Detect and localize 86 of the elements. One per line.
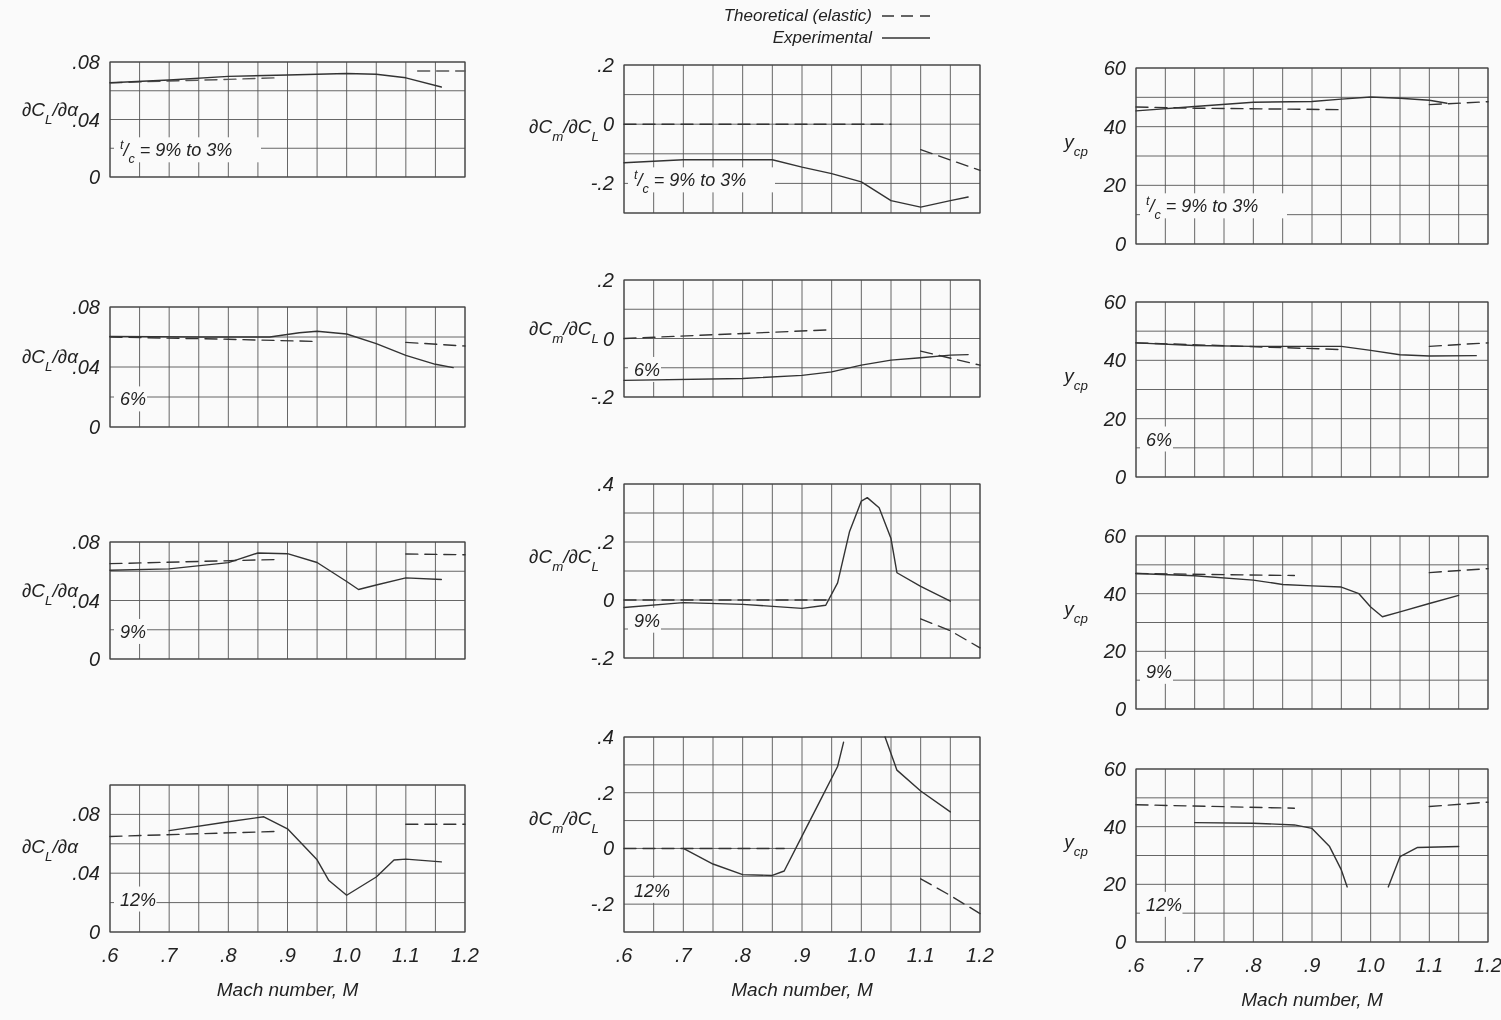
legend-label: Experimental [772,28,874,47]
x-tick-label: .9 [279,944,296,966]
annotation: 6% [120,389,147,410]
y-tick-label: .4 [597,473,614,495]
y-tick-label: 40 [1103,815,1126,838]
y-tick-label: 0 [602,589,614,611]
y-tick-label: -.2 [590,172,614,195]
y-tick-label: .08 [72,803,100,826]
y-tick-label: 0 [602,837,614,860]
x-tick-label: .6 [1127,954,1146,976]
annotation: 6% [1146,429,1173,450]
y-tick-label: .08 [72,531,100,553]
y-tick-label: 0 [88,166,100,188]
y-tick-label: 0 [1114,233,1126,255]
x-tick-label: 1.0 [332,944,361,966]
annotation: 6% [634,359,661,380]
y-tick-label: -.2 [590,647,614,669]
y-tick-label: 0 [1114,931,1126,953]
y-axis-title: y$_{cp}$ [1062,130,1088,159]
y-tick-label: 40 [1103,349,1126,372]
y-tick-label: 20 [1102,640,1126,663]
y-axis-title: y$_{cp}$ [1062,597,1088,626]
y-axis-title: ∂C$_{L}$/∂α [21,835,80,864]
x-tick-label: 1.0 [847,944,876,966]
y-tick-label: 20 [1102,174,1126,197]
y-tick-label: .2 [597,269,614,291]
y-axis-title: y$_{cp}$ [1062,830,1088,859]
y-tick-label: 0 [88,648,100,670]
y-tick-label: 40 [1103,115,1126,138]
annotation: 12% [1146,894,1183,915]
x-tick-label: 1.2 [1474,954,1501,976]
y-axis-title: ∂C$_{m}$/∂C$_{L}$ [529,116,599,144]
y-tick-label: .2 [597,531,614,553]
x-axis-title: Mach number, M [216,979,359,1000]
y-tick-label: .2 [597,781,614,804]
legend-label: Theoretical (elastic) [723,6,872,25]
y-tick-label: 0 [88,416,100,438]
y-tick-label: 60 [1103,525,1126,547]
x-axis-title: Mach number, M [731,979,873,1000]
x-tick-label: 1.0 [1356,954,1385,976]
y-tick-label: 60 [1103,57,1126,79]
annotation: $^{t}$/$_{c}$ = 9% to 3% [634,168,747,197]
x-tick-label: .9 [1303,954,1321,976]
annotation: 12% [634,880,671,901]
annotation: 12% [120,889,157,910]
x-tick-label: .6 [615,944,634,966]
x-tick-label: 1.2 [451,944,479,966]
y-tick-label: .08 [72,51,100,73]
annotation: 9% [634,610,661,631]
x-tick-label: .8 [1244,954,1262,976]
x-tick-label: 1.1 [906,944,935,966]
x-axis-title: Mach number, M [1241,989,1383,1010]
x-tick-label: .7 [674,944,693,966]
annotation: 9% [1146,661,1173,682]
annotation: $^{t}$/$_{c}$ = 9% to 3% [1146,194,1259,223]
x-tick-label: .8 [219,944,237,966]
x-tick-label: .8 [734,944,752,966]
y-tick-label: 60 [1103,758,1126,780]
x-tick-label: 1.1 [391,944,420,966]
y-tick-label: -.2 [590,893,614,916]
y-tick-label: 60 [1103,291,1126,313]
y-tick-label: 0 [1114,466,1126,488]
y-tick-label: .4 [597,726,614,748]
annotation: 9% [120,621,147,642]
y-tick-label: 0 [1114,698,1126,720]
y-tick-label: .04 [72,862,100,885]
y-tick-label: 40 [1103,582,1126,605]
x-tick-label: .7 [160,944,179,966]
y-axis-title: ∂C$_{m}$/∂C$_{L}$ [529,807,599,836]
y-tick-label: 20 [1102,407,1126,430]
y-axis-title: ∂C$_{m}$/∂C$_{L}$ [529,318,599,346]
y-axis-title: y$_{cp}$ [1062,364,1088,392]
y-tick-label: 20 [1102,873,1126,896]
y-tick-label: 0 [602,113,614,136]
x-tick-label: 1.2 [966,944,994,966]
y-axis-title: ∂C$_{m}$/∂C$_{L}$ [529,546,599,574]
y-tick-label: .2 [597,54,614,76]
y-tick-label: -.2 [590,386,614,408]
x-tick-label: 1.1 [1415,954,1444,976]
annotation: $^{t}$/$_{c}$ = 9% to 3% [120,138,233,167]
x-tick-label: .9 [793,944,811,966]
y-tick-label: 0 [88,921,100,943]
y-tick-label: 0 [602,327,614,350]
x-tick-label: .6 [101,944,120,966]
y-tick-label: .08 [72,296,100,318]
x-tick-label: .7 [1186,954,1204,976]
